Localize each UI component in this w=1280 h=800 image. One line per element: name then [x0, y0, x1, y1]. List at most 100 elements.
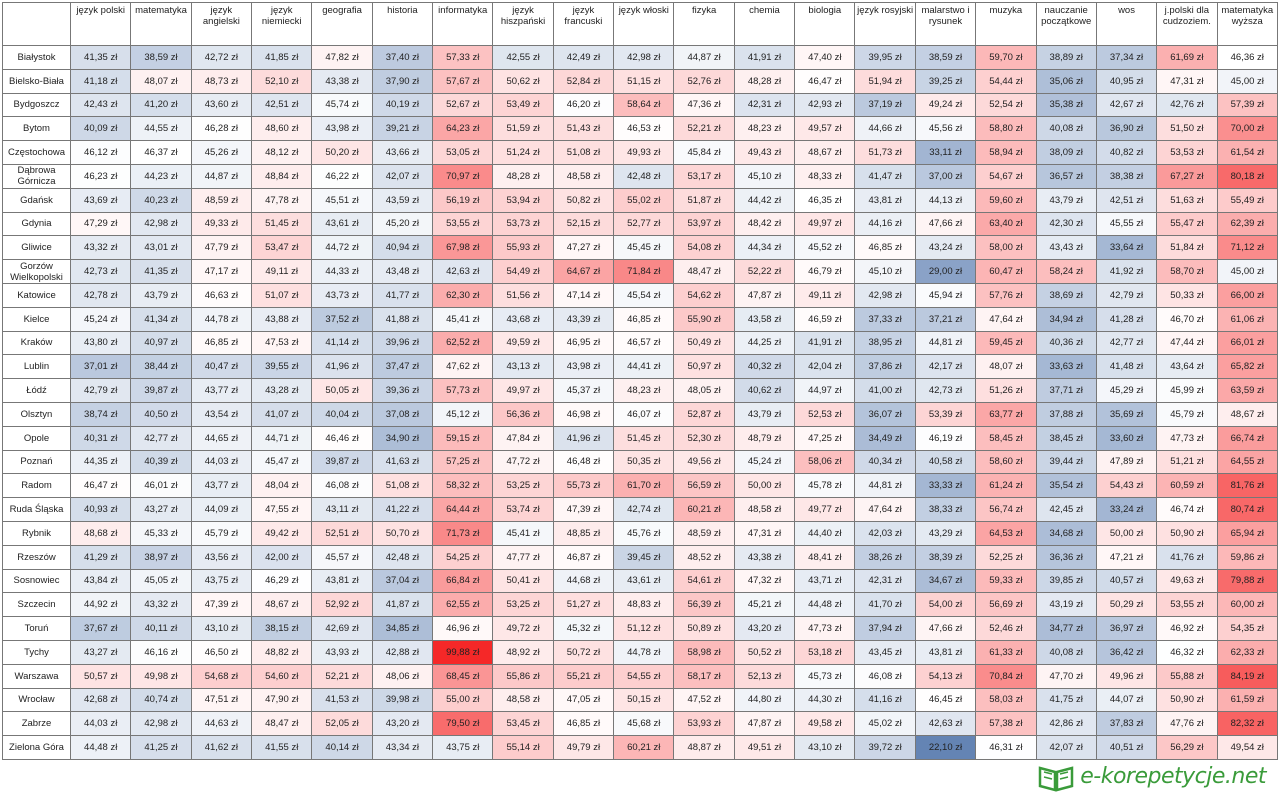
- city-cell: Kraków: [2, 330, 71, 356]
- city-cell: Zielona Góra: [2, 735, 71, 760]
- price-cell: 38,97 zł: [130, 544, 192, 570]
- price-cell: 52,10 zł: [251, 68, 313, 94]
- price-cell: 42,86 zł: [1035, 711, 1097, 737]
- price-cell: 60,47 zł: [975, 259, 1037, 284]
- price-cell: 48,41 zł: [794, 544, 856, 570]
- price-cell: 45,33 zł: [130, 520, 192, 546]
- price-cell: 46,63 zł: [190, 282, 253, 308]
- price-cell: 33,33 zł: [914, 473, 977, 499]
- logo-icon: [1039, 766, 1074, 792]
- price-cell: 43,45 zł: [854, 639, 916, 665]
- price-cell: 38,26 zł: [854, 544, 916, 570]
- price-cell: 54,44 zł: [975, 68, 1037, 94]
- price-cell: 42,07 zł: [1035, 735, 1097, 760]
- price-cell: 58,32 zł: [432, 473, 494, 499]
- city-cell: Łódź: [2, 378, 71, 403]
- column-header: język hiszpański: [492, 2, 554, 46]
- price-cell: 42,74 zł: [613, 497, 675, 522]
- price-cell: 48,04 zł: [251, 473, 313, 499]
- price-cell: 42,48 zł: [613, 163, 675, 189]
- price-cell: 51,07 zł: [251, 282, 313, 308]
- row: Lublin 37,01 zł 38,44 zł 40,47 zł 39,55 zł 41…: [2, 354, 1279, 380]
- price-cell: 60,21 zł: [673, 497, 735, 522]
- price-cell: 99,88 zł: [432, 639, 494, 665]
- price-cell: 46,31 zł: [975, 735, 1037, 760]
- price-cell: 50,90 zł: [1156, 687, 1218, 713]
- price-cell: 40,74 zł: [130, 687, 192, 713]
- price-cell: 47,14 zł: [552, 282, 615, 308]
- price-cell: 59,33 zł: [975, 568, 1037, 594]
- price-cell: 42,98 zł: [130, 211, 192, 237]
- price-cell: 43,29 zł: [914, 520, 977, 546]
- price-cell: 46,47 zł: [794, 68, 856, 94]
- price-cell: 47,32 zł: [733, 568, 796, 594]
- price-cell: 45,00 zł: [1216, 68, 1279, 94]
- price-cell: 47,39 zł: [190, 592, 253, 618]
- price-cell: 40,82 zł: [1095, 140, 1158, 165]
- price-cell: 47,87 zł: [733, 711, 796, 737]
- price-cell: 53,55 zł: [432, 211, 494, 237]
- price-cell: 44,09 zł: [190, 497, 253, 522]
- price-cell: 70,97 zł: [432, 163, 494, 189]
- price-cell: 56,29 zł: [1156, 735, 1218, 760]
- price-cell: 56,39 zł: [673, 592, 735, 618]
- column-header: język francuski: [552, 2, 615, 46]
- price-cell: 41,55 zł: [251, 735, 313, 760]
- price-cell: 44,16 zł: [854, 211, 916, 237]
- price-cell: 44,80 zł: [733, 687, 796, 713]
- price-cell: 48,23 zł: [613, 378, 675, 403]
- price-cell: 43,01 zł: [130, 235, 192, 261]
- price-cell: 47,27 zł: [552, 235, 615, 261]
- row: Toruń 37,67 zł 40,11 zł 43,10 zł 38,15 zł 42,…: [2, 616, 1279, 641]
- price-cell: 51,45 zł: [251, 211, 313, 237]
- price-cell: 37,19 zł: [854, 92, 916, 118]
- price-cell: 48,59 zł: [190, 187, 253, 213]
- price-cell: 47,73 zł: [794, 616, 856, 641]
- price-cell: 49,77 zł: [794, 497, 856, 522]
- column-header: j.polski dla cudzoziem.: [1156, 2, 1218, 46]
- price-cell: 39,55 zł: [251, 354, 313, 380]
- price-cell: 42,67 zł: [1095, 92, 1158, 118]
- price-cell: 44,40 zł: [794, 520, 856, 546]
- price-cell: 51,50 zł: [1156, 116, 1218, 142]
- column-header: muzyka: [975, 2, 1037, 46]
- price-cell: 66,84 zł: [432, 568, 494, 594]
- price-cell: 45,94 zł: [914, 282, 977, 308]
- price-cell: 51,94 zł: [854, 68, 916, 94]
- price-cell: 50,29 zł: [1095, 592, 1158, 618]
- price-cell: 59,86 zł: [1216, 544, 1279, 570]
- city-cell: Gorzów Wielkopolski: [2, 259, 71, 284]
- price-cell: 58,80 zł: [975, 116, 1037, 142]
- price-cell: 59,15 zł: [432, 425, 494, 451]
- price-cell: 46,08 zł: [854, 663, 916, 689]
- price-cell: 66,01 zł: [1216, 330, 1279, 356]
- price-cell: 58,45 zł: [975, 425, 1037, 451]
- price-cell: 46,74 zł: [1156, 497, 1218, 522]
- price-cell: 49,11 zł: [794, 282, 856, 308]
- price-cell: 64,67 zł: [552, 259, 615, 284]
- price-cell: 54,61 zł: [673, 568, 735, 594]
- price-cell: 45,78 zł: [794, 473, 856, 499]
- price-cell: 53,25 zł: [492, 473, 554, 499]
- price-cell: 50,52 zł: [733, 639, 796, 665]
- price-cell: 54,55 zł: [613, 663, 675, 689]
- price-cell: 79,88 zł: [1216, 568, 1279, 594]
- price-cell: 46,96 zł: [432, 616, 494, 641]
- price-cell: 64,55 zł: [1216, 449, 1279, 475]
- price-cell: 46,57 zł: [613, 330, 675, 356]
- price-cell: 42,07 zł: [371, 163, 434, 189]
- price-cell: 51,63 zł: [1156, 187, 1218, 213]
- price-cell: 39,95 zł: [854, 45, 916, 70]
- price-cell: 43,79 zł: [130, 282, 192, 308]
- price-cell: 51,87 zł: [673, 187, 735, 213]
- price-cell: 41,22 zł: [371, 497, 434, 522]
- price-cell: 46,85 zł: [854, 235, 916, 261]
- price-cell: 46,35 zł: [794, 187, 856, 213]
- price-cell: 47,66 zł: [914, 616, 977, 641]
- price-cell: 43,88 zł: [251, 306, 313, 332]
- city-cell: Katowice: [2, 282, 71, 308]
- price-cell: 48,87 zł: [673, 735, 735, 760]
- price-cell: 61,54 zł: [1216, 140, 1279, 165]
- price-cell: 46,50 zł: [190, 639, 253, 665]
- price-cell: 47,52 zł: [673, 687, 735, 713]
